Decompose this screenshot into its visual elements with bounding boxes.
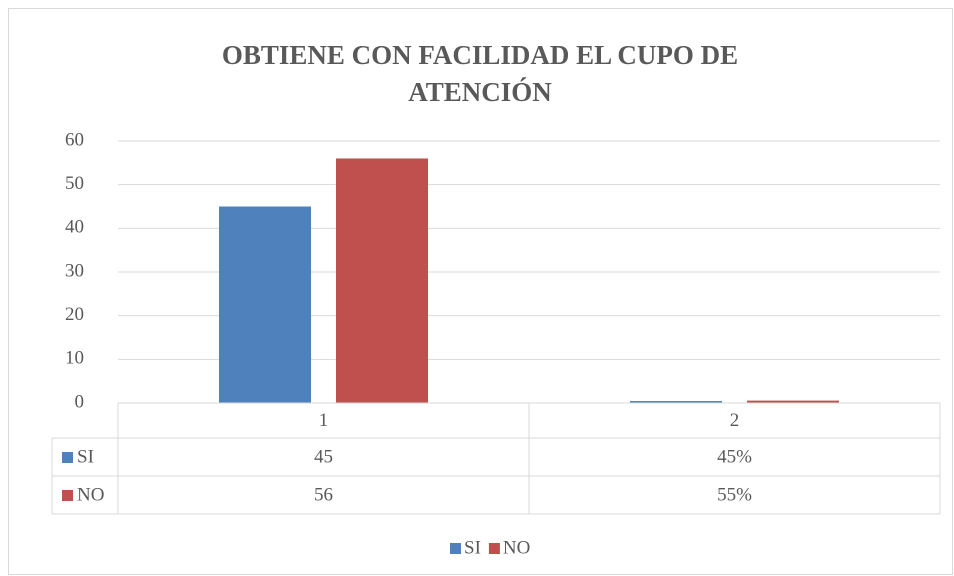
table-cell: 45% <box>717 446 752 467</box>
legend-key <box>62 452 73 463</box>
bar <box>336 158 428 403</box>
chart-border <box>8 8 953 575</box>
y-tick-label: 30 <box>65 260 84 281</box>
chart-title: ATENCIÓN <box>408 77 552 107</box>
x-tick-label: 2 <box>730 410 740 431</box>
table-cell: 45 <box>314 446 333 467</box>
table-cell: 56 <box>314 484 333 505</box>
legend-label: NO <box>503 537 530 558</box>
y-tick-label: 0 <box>75 391 85 412</box>
y-tick-label: 20 <box>65 304 84 325</box>
legend-label: SI <box>464 537 481 558</box>
y-tick-label: 40 <box>65 217 84 238</box>
x-tick-label: 1 <box>319 410 329 431</box>
chart-title: OBTIENE CON FACILIDAD EL CUPO DE <box>222 40 738 70</box>
y-tick-label: 50 <box>65 173 84 194</box>
y-tick-label: 60 <box>65 129 84 150</box>
table-series-label: NO <box>77 484 104 505</box>
bar <box>747 400 839 403</box>
legend-key <box>62 490 73 501</box>
bar <box>630 401 722 403</box>
table-series-label: SI <box>77 446 94 467</box>
legend-key <box>488 543 500 554</box>
legend-key <box>450 543 461 554</box>
table-cell: 55% <box>717 484 752 505</box>
bar <box>219 206 311 403</box>
y-tick-label: 10 <box>65 348 84 369</box>
